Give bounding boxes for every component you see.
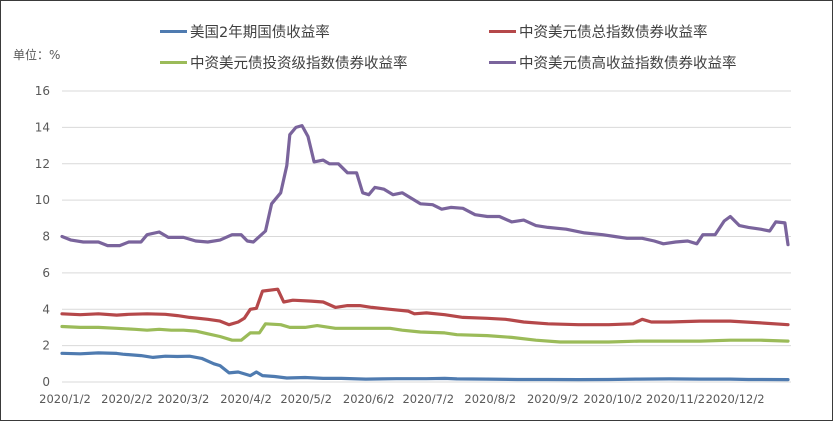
x-tick-label: 2020/10/2 [583,392,642,406]
legend-item-us-2y-treasury: 美国2年期国债收益率 [160,21,330,42]
legend-swatch-red [489,30,516,33]
y-tick-label: 4 [42,302,50,316]
x-tick-label: 2020/12/2 [706,392,765,406]
y-tick-label: 2 [42,339,50,353]
series-line [60,287,790,327]
y-tick-label: 12 [35,157,50,171]
legend-label: 美国2年期国债收益率 [190,25,330,41]
data-lines [60,124,790,382]
y-tick-label: 14 [35,120,50,134]
x-tick-label: 2020/4/2 [220,392,272,406]
x-tick-label: 2020/9/2 [527,392,579,406]
y-tick-label: 6 [42,266,50,280]
x-tick-label: 2020/1/2 [39,392,91,406]
chart-legend: 美国2年期国债收益率 中资美元债总指数债券收益率 中资美元债投资级指数债券收益率… [1,1,833,81]
legend-swatch-blue [160,30,187,33]
x-tick-label: 2020/2/2 [101,392,153,406]
legend-swatch-purple [489,61,516,64]
x-tick-label: 2020/7/2 [402,392,454,406]
y-tick-label: 8 [42,230,50,244]
x-tick-label: 2020/6/2 [343,392,395,406]
x-tick-label: 2020/11/2 [646,392,705,406]
y-tick-label: 10 [35,193,50,207]
legend-swatch-green [160,61,187,64]
x-tick-label: 2020/5/2 [280,392,332,406]
legend-label: 中资美元债投资级指数债券收益率 [190,56,408,72]
x-tick-label: 2020/8/2 [464,392,516,406]
y-tick-label: 0 [42,375,50,389]
legend-item-investment-grade: 中资美元债投资级指数债券收益率 [160,52,408,73]
series-line [60,124,790,248]
legend-label: 中资美元债总指数债券收益率 [519,25,708,41]
y-axis-unit-label: 单位：% [13,48,61,62]
legend-item-high-yield: 中资美元债高收益指数债券收益率 [489,52,737,73]
series-line [60,351,790,382]
legend-label: 中资美元债高收益指数债券收益率 [519,56,737,72]
x-axis-ticks: 2020/1/2 2020/2/2 2020/3/2 2020/4/2 2020/5/2… [39,392,764,406]
y-axis-ticks: 0 2 4 6 8 10 12 14 16 [35,84,50,389]
y-tick-label: 16 [35,84,50,98]
x-tick-label: 2020/3/2 [158,392,210,406]
series-line [60,322,790,344]
legend-item-total-index: 中资美元债总指数债券收益率 [489,21,708,42]
